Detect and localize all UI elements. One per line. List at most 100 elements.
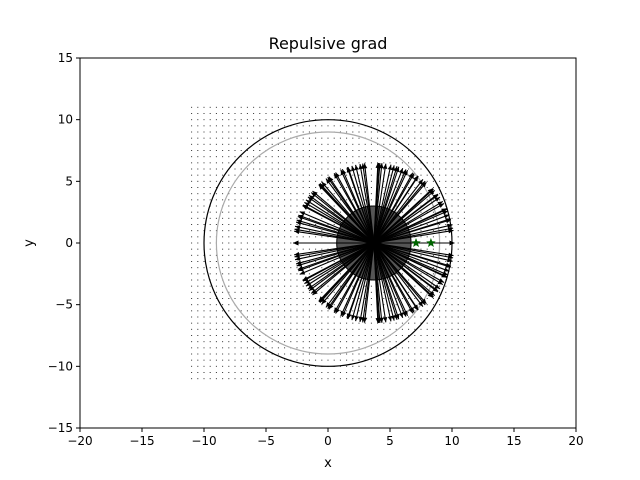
sample-dot bbox=[377, 162, 379, 164]
sample-dot bbox=[191, 180, 193, 182]
sample-dot bbox=[463, 372, 465, 373]
sample-dot bbox=[383, 125, 385, 127]
gradient-arrow-shaft bbox=[373, 242, 409, 317]
sample-dot bbox=[234, 273, 236, 275]
sample-dot bbox=[439, 353, 441, 355]
sample-dot bbox=[321, 125, 323, 127]
gradient-arrow-shaft bbox=[373, 208, 447, 244]
sample-dot bbox=[463, 304, 465, 306]
sample-dot bbox=[253, 131, 255, 133]
sample-dot bbox=[222, 310, 224, 312]
sample-dot bbox=[265, 378, 267, 380]
sample-dot bbox=[197, 174, 199, 176]
sample-dot bbox=[246, 162, 248, 164]
sample-dot bbox=[246, 341, 248, 343]
sample-dot bbox=[259, 211, 261, 213]
sample-dot bbox=[401, 150, 403, 151]
sample-dot bbox=[203, 279, 205, 281]
sample-dot bbox=[426, 328, 428, 330]
sample-dot bbox=[240, 137, 242, 139]
sample-dot bbox=[377, 378, 379, 380]
sample-dot bbox=[401, 353, 403, 355]
sample-dot bbox=[445, 341, 447, 343]
sample-dot bbox=[240, 310, 242, 312]
sample-dot bbox=[222, 137, 224, 139]
sample-dot bbox=[364, 328, 366, 330]
sample-dot bbox=[377, 119, 379, 121]
sample-dot bbox=[191, 224, 193, 225]
sample-dot bbox=[277, 162, 279, 164]
gradient-arrow-shaft bbox=[373, 242, 447, 278]
sample-dot bbox=[284, 143, 286, 145]
sample-dot bbox=[463, 193, 465, 195]
sample-dot bbox=[414, 365, 416, 367]
sample-dot bbox=[234, 131, 236, 133]
sample-dot bbox=[209, 211, 211, 213]
sample-dot bbox=[215, 217, 217, 219]
x-tick-label: 20 bbox=[568, 434, 583, 448]
sample-dot bbox=[463, 316, 465, 318]
sample-dot bbox=[259, 322, 261, 324]
sample-dot bbox=[296, 359, 298, 361]
sample-dot bbox=[222, 378, 224, 380]
sample-dot bbox=[463, 125, 465, 127]
gradient-arrow-head bbox=[321, 181, 327, 188]
sample-dot bbox=[333, 378, 335, 380]
sample-dot bbox=[346, 365, 348, 367]
sample-dot bbox=[420, 187, 422, 188]
sample-dot bbox=[191, 378, 193, 380]
sample-dot bbox=[383, 328, 385, 330]
sample-dot bbox=[401, 273, 403, 275]
gradient-arrow-head bbox=[438, 203, 444, 208]
sample-dot bbox=[315, 359, 317, 361]
sample-dot bbox=[370, 285, 372, 287]
sample-dot bbox=[327, 211, 329, 213]
sample-dot bbox=[271, 174, 273, 176]
gradient-arrow-shaft bbox=[373, 242, 454, 257]
sample-dot bbox=[191, 193, 193, 195]
sample-dot bbox=[284, 199, 286, 201]
sample-dot bbox=[389, 353, 391, 355]
sample-dot bbox=[277, 310, 279, 312]
sample-dot bbox=[228, 254, 230, 256]
sample-dot bbox=[234, 291, 236, 293]
sample-dot bbox=[209, 347, 211, 349]
sample-dot bbox=[408, 310, 410, 312]
sample-dot bbox=[321, 113, 323, 114]
sample-dot bbox=[308, 113, 310, 114]
sample-dot bbox=[370, 106, 372, 108]
sample-dot bbox=[395, 187, 397, 188]
sample-dot bbox=[240, 242, 242, 244]
sample-dot bbox=[395, 273, 397, 275]
sample-dot bbox=[209, 335, 211, 336]
sample-dot bbox=[228, 291, 230, 293]
gradient-arrow-shaft bbox=[373, 242, 392, 322]
sample-dot bbox=[271, 131, 273, 133]
sample-dot bbox=[414, 353, 416, 355]
sample-dot bbox=[439, 335, 441, 336]
sample-dot bbox=[209, 150, 211, 151]
sample-dot bbox=[408, 291, 410, 293]
sample-dot bbox=[352, 125, 354, 127]
sample-dot bbox=[228, 113, 230, 114]
sample-dot bbox=[346, 143, 348, 145]
sample-dot bbox=[308, 261, 310, 262]
sample-dot bbox=[339, 143, 341, 145]
sample-dot bbox=[463, 298, 465, 299]
sample-dot bbox=[333, 125, 335, 127]
sample-dot bbox=[302, 353, 304, 355]
sample-dot bbox=[432, 304, 434, 306]
sample-dot bbox=[420, 150, 422, 151]
sample-dot bbox=[457, 365, 459, 367]
sample-dot bbox=[432, 143, 434, 145]
sample-dot bbox=[457, 279, 459, 281]
sample-dot bbox=[463, 174, 465, 176]
gradient-arrow-head bbox=[351, 314, 356, 321]
sample-dot bbox=[445, 143, 447, 145]
sample-dot bbox=[240, 156, 242, 158]
gradient-arrow-shaft bbox=[373, 166, 400, 244]
sample-dot bbox=[358, 150, 360, 151]
sample-dot bbox=[358, 279, 360, 281]
sample-dot bbox=[197, 353, 199, 355]
sample-dot bbox=[246, 217, 248, 219]
